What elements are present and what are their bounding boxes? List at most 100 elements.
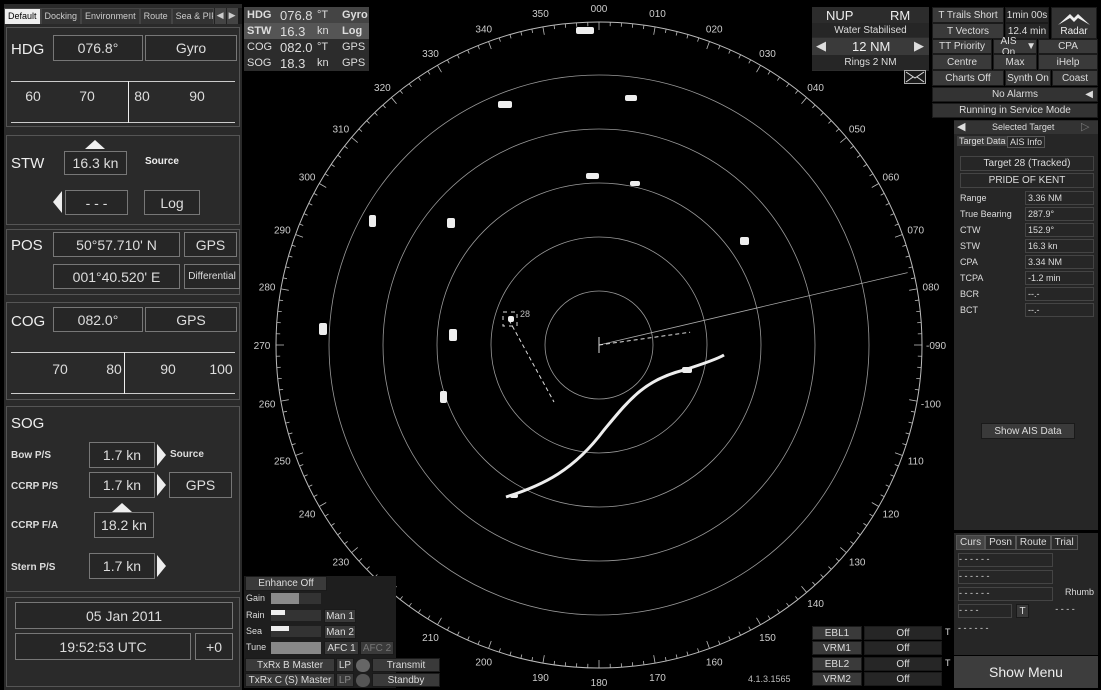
standby-button[interactable]: Standby: [372, 673, 440, 687]
sea-slider[interactable]: [271, 626, 321, 637]
bearing-label: 110: [908, 456, 924, 467]
tune-slider[interactable]: [271, 642, 321, 654]
bearing-tick: [812, 581, 816, 586]
tab-docking[interactable]: Docking: [40, 8, 82, 24]
tab-default[interactable]: Default: [4, 8, 41, 24]
cog-source-button[interactable]: GPS: [145, 307, 237, 332]
vrm1-button[interactable]: VRM1: [812, 641, 862, 655]
ihelp-button[interactable]: iHelp: [1038, 54, 1098, 70]
hdg-source-button[interactable]: Gyro: [145, 35, 237, 61]
bearing-tick: [520, 31, 523, 36]
ebl2-button[interactable]: EBL2: [812, 657, 862, 671]
tab-trial[interactable]: Trial: [1050, 535, 1078, 550]
relative-motion-button[interactable]: RM: [890, 8, 911, 23]
alarms-expand-icon[interactable]: ◀: [1085, 89, 1093, 100]
nav-stw-name: STW: [247, 25, 272, 37]
nav-row-hdg: HDG 076.8 °T Gyro: [244, 7, 369, 23]
target-prev-icon[interactable]: ◀: [957, 121, 966, 133]
radar-brand-label: Radar: [1060, 26, 1088, 37]
afc2-button[interactable]: AFC 2: [360, 641, 394, 655]
stern-value: 1.7 kn: [89, 553, 155, 579]
show-ais-data-button[interactable]: Show AIS Data: [981, 423, 1075, 439]
radar-display[interactable]: 000 010 020 030 040 050 060 070 080 -090 -100 110 12…: [244, 0, 954, 690]
stw-log-button[interactable]: Log: [144, 190, 200, 215]
sog-gps-button[interactable]: GPS: [169, 472, 232, 498]
vectors-button[interactable]: T Vectors: [932, 23, 1004, 39]
nav-cog-src: GPS: [342, 41, 366, 53]
transmit-button[interactable]: Transmit: [372, 658, 440, 672]
tab-route-cursor[interactable]: Route: [1015, 535, 1051, 550]
alarms-bar[interactable]: No Alarms ◀: [932, 87, 1098, 102]
rain-slider[interactable]: [271, 610, 321, 621]
cursor-true-button[interactable]: T: [1016, 604, 1029, 618]
bearing-tick: [697, 37, 700, 42]
bow-arrow-icon[interactable]: [157, 444, 166, 466]
stw-up-icon[interactable]: [85, 140, 105, 149]
cog-scale: 70 80 90 100: [11, 341, 235, 396]
afc1-button[interactable]: AFC 1: [324, 641, 359, 655]
tab-route[interactable]: Route: [139, 8, 172, 24]
lp-button-2[interactable]: LP: [336, 673, 354, 687]
bearing-tick: [909, 288, 918, 291]
range-ring: [436, 182, 762, 508]
time-panel: 05 Jan 2011 19:52:53 UTC +0: [6, 597, 240, 687]
target-next-icon[interactable]: ▷: [1081, 121, 1090, 133]
rings-button[interactable]: Rings 2 NM: [812, 55, 929, 70]
pos-source-button[interactable]: GPS: [184, 232, 237, 257]
sea-man2-button[interactable]: Man 2: [324, 625, 356, 639]
show-menu-button[interactable]: Show Menu: [954, 656, 1098, 688]
stw-left-icon[interactable]: [53, 191, 62, 213]
sog-source-label: Source: [170, 449, 204, 460]
range-down-icon[interactable]: ◀: [816, 38, 826, 53]
tab-curs[interactable]: Curs: [956, 535, 986, 550]
rain-man1-button[interactable]: Man 1: [324, 609, 356, 623]
txrx-c-master[interactable]: TxRx C (S) Master: [245, 673, 335, 687]
bearing-tick: [457, 54, 460, 59]
ebl1-button[interactable]: EBL1: [812, 626, 862, 640]
message-icon[interactable]: [904, 70, 926, 84]
cog-scale-70: 70: [52, 361, 68, 377]
txrx-b-master[interactable]: TxRx B Master: [245, 658, 335, 672]
tab-scroll-left-icon[interactable]: ◀: [213, 8, 226, 24]
bearing-tick: [767, 70, 771, 75]
lp-button-1[interactable]: LP: [336, 658, 354, 672]
tab-scroll-right-icon[interactable]: ▶: [225, 8, 238, 24]
trails-button[interactable]: T Trails Short: [932, 7, 1004, 23]
tab-environment[interactable]: Environment: [81, 8, 140, 24]
bearing-tick: [285, 421, 290, 424]
ais-on-button[interactable]: AIS On ▼: [993, 36, 1037, 58]
stabilisation-mode[interactable]: Water Stabilised: [812, 23, 929, 37]
stern-arrow-icon[interactable]: [157, 555, 166, 577]
ccrp-ps-arrow-icon[interactable]: [157, 474, 166, 496]
stw-panel: STW 16.3 kn Source - - - Log: [6, 135, 240, 225]
charts-off-button[interactable]: Charts Off: [932, 70, 1004, 86]
range-up-icon[interactable]: ▶: [914, 38, 924, 53]
ccrp-fa-up-icon[interactable]: [112, 503, 132, 512]
tt-priority-button[interactable]: TT Priority: [932, 39, 992, 54]
bearing-tick: [308, 484, 313, 487]
bearing-tick: [909, 399, 918, 402]
tab-posn[interactable]: Posn: [985, 535, 1016, 550]
tab-ais-info[interactable]: AIS Info: [1007, 136, 1046, 148]
centre-button[interactable]: Centre: [932, 54, 992, 70]
tab-target-data[interactable]: Target Data: [957, 136, 1008, 146]
bearing-tick: [880, 494, 885, 497]
bearing-tick: [686, 651, 689, 656]
north-up-button[interactable]: NUP: [826, 8, 854, 23]
enhance-button[interactable]: Enhance Off: [245, 576, 327, 591]
bearing-label: 340: [475, 24, 492, 35]
gain-slider[interactable]: [271, 593, 321, 604]
cpa-button[interactable]: CPA: [1038, 39, 1098, 54]
nav-hdg-value: 076.8: [280, 7, 313, 23]
synth-on-button[interactable]: Synth On: [1005, 70, 1051, 86]
bearing-tick: [871, 502, 879, 507]
ebl2-true[interactable]: T: [945, 658, 951, 668]
vrm2-button[interactable]: VRM2: [812, 672, 862, 686]
tab-sea-pip[interactable]: Sea & PIP: [171, 8, 214, 24]
ebl1-true[interactable]: T: [945, 627, 951, 637]
max-button[interactable]: Max: [993, 54, 1037, 70]
bearing-label: 200: [475, 658, 492, 669]
bearing-tick: [313, 494, 318, 497]
cog-scale-80: 80: [106, 361, 122, 377]
coast-button[interactable]: Coast: [1052, 70, 1098, 86]
